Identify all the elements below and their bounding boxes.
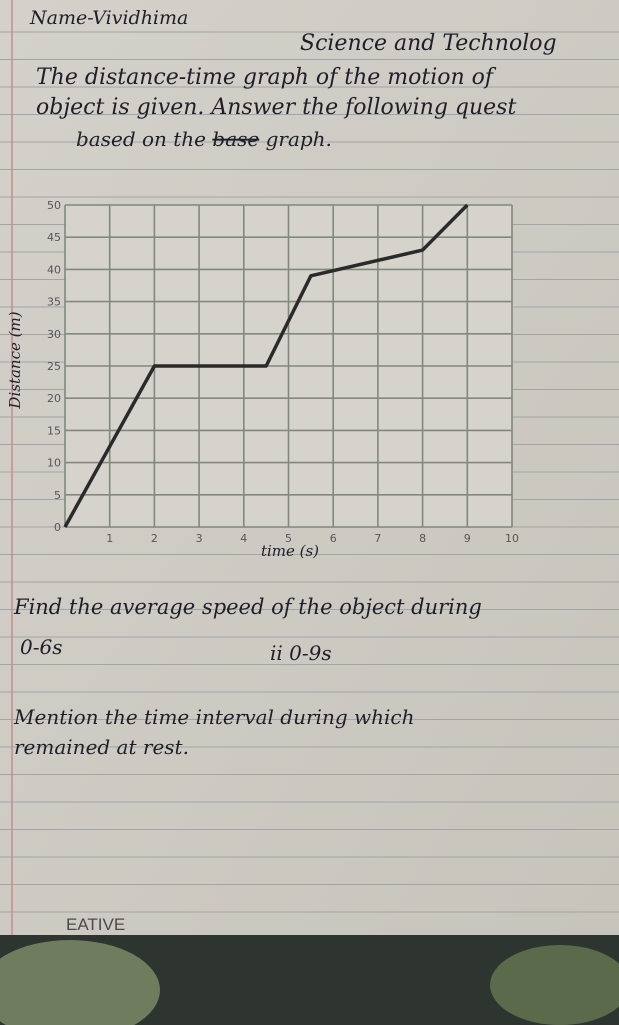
x-tick-label: 1 xyxy=(106,532,113,545)
y-tick-label: 25 xyxy=(47,360,61,373)
x-tick-label: 7 xyxy=(374,532,381,545)
question: remained at rest. xyxy=(14,735,189,759)
subject: Science and Technolog xyxy=(300,31,557,56)
y-tick-label: 40 xyxy=(47,263,61,276)
x-tick-label: 9 xyxy=(464,532,471,545)
question: Mention the time interval during which xyxy=(13,705,414,729)
instruction-line: based on the base graph. xyxy=(76,127,332,151)
cloth-pattern xyxy=(490,945,619,1025)
x-tick-label: 5 xyxy=(285,532,292,545)
notebook-brand: EATIVE xyxy=(66,915,125,934)
question: Find the average speed of the object dur… xyxy=(13,595,482,619)
x-tick-label: 4 xyxy=(240,532,247,545)
y-tick-label: 30 xyxy=(47,328,61,341)
x-axis-label: time (s) xyxy=(261,542,319,560)
y-tick-label: 35 xyxy=(47,296,61,309)
cloth-pattern xyxy=(0,940,160,1025)
instruction-text: graph. xyxy=(266,127,332,151)
instruction-text: based on the xyxy=(76,127,206,151)
question-part: ii 0-9s xyxy=(270,641,332,665)
question-part: 0-6s xyxy=(20,635,62,659)
student-name: Name-Vividhima xyxy=(29,7,188,29)
y-tick-label: 45 xyxy=(47,231,61,244)
y-axis-label: Distance (m) xyxy=(6,311,24,409)
x-tick-label: 6 xyxy=(330,532,337,545)
y-tick-label: 20 xyxy=(47,392,61,405)
x-tick-label: 2 xyxy=(151,532,158,545)
y-tick-label: 5 xyxy=(54,489,61,502)
struck-word: base xyxy=(212,127,259,151)
x-tick-label: 8 xyxy=(419,532,426,545)
instruction-line: object is given. Answer the following qu… xyxy=(36,95,516,120)
distance-line xyxy=(63,203,469,528)
y-tick-label: 50 xyxy=(47,199,61,212)
x-tick-label: 10 xyxy=(505,532,519,545)
x-tick-label: 3 xyxy=(196,532,203,545)
instruction-line: The distance-time graph of the motion of xyxy=(36,65,497,90)
y-tick-label: 10 xyxy=(47,457,61,470)
y-tick-label: 0 xyxy=(54,521,61,534)
y-tick-label: 15 xyxy=(47,424,61,437)
